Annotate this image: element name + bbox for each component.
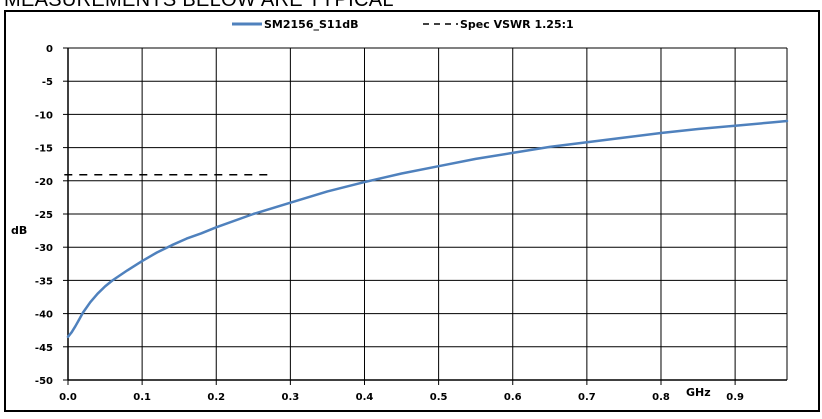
y-tick-label: -20 bbox=[35, 177, 53, 188]
x-tick-label: 0.6 bbox=[504, 392, 522, 403]
legend-label-s11: SM2156_S11dB bbox=[264, 18, 358, 31]
y-tick-label: -45 bbox=[35, 343, 53, 354]
series-layer bbox=[64, 119, 789, 339]
y-tick-label: -40 bbox=[35, 310, 53, 321]
page-heading: MEASUREMENTS BELOW ARE TYPICAL bbox=[4, 0, 394, 11]
y-tick-labels: 0 -5 -10 -15 -20 -25 -30 -35 -40 -45 -50 bbox=[35, 44, 68, 387]
x-tick-label: 0.0 bbox=[59, 392, 77, 403]
x-tick-label: 0.9 bbox=[726, 392, 744, 403]
y-tick-label: -35 bbox=[35, 276, 53, 287]
x-tick-label: 0.1 bbox=[133, 392, 151, 403]
y-tick-label: -30 bbox=[35, 243, 53, 254]
y-tick-label: 0 bbox=[46, 44, 53, 55]
x-tick-label: 0.8 bbox=[652, 392, 670, 403]
series-line-s11db bbox=[66, 119, 789, 339]
x-tick-labels: 0.0 0.1 0.2 0.3 0.4 0.5 0.6 0.7 0.8 0.9 bbox=[59, 380, 744, 403]
x-tick-label: 0.4 bbox=[356, 392, 374, 403]
legend-label-spec: Spec VSWR 1.25:1 bbox=[460, 18, 574, 31]
x-tick-label: 0.5 bbox=[430, 392, 448, 403]
y-tick-label: -25 bbox=[35, 210, 53, 221]
legend: SM2156_S11dB Spec VSWR 1.25:1 bbox=[232, 18, 574, 31]
x-tick-label: 0.3 bbox=[282, 392, 300, 403]
y-tick-label: -50 bbox=[35, 376, 53, 387]
y-tick-label: -10 bbox=[35, 110, 53, 121]
x-axis-label: GHz bbox=[686, 386, 711, 399]
y-tick-label: -15 bbox=[35, 144, 53, 155]
y-axis-label: dB bbox=[11, 224, 27, 237]
y-tick-label: -5 bbox=[42, 77, 53, 88]
x-tick-label: 0.2 bbox=[207, 392, 225, 403]
x-tick-label: 0.7 bbox=[578, 392, 596, 403]
